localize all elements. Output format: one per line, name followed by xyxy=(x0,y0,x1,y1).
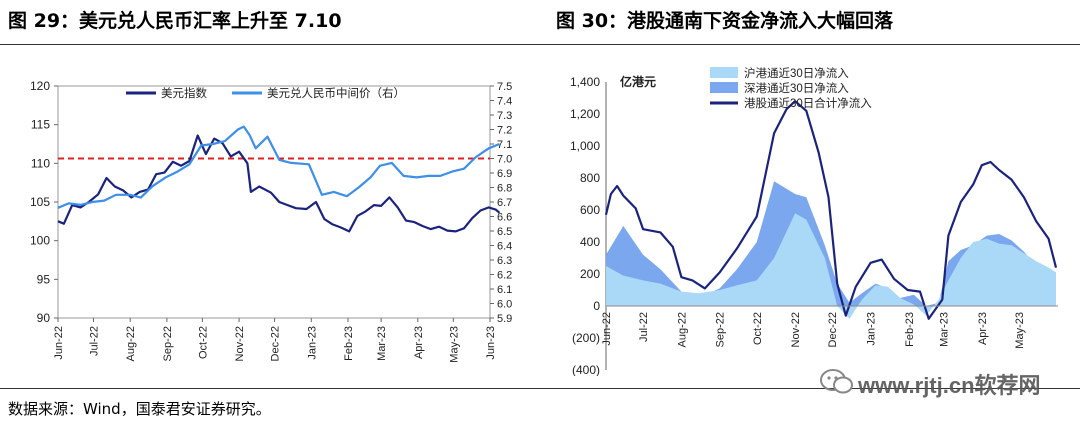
y-right-tick-label: 6.9 xyxy=(497,168,512,180)
y-right-tick-label: 7.2 xyxy=(497,125,512,137)
y-tick-label: 1,000 xyxy=(570,139,600,153)
x-tick-label: Dec-22 xyxy=(270,326,282,361)
series-line-1 xyxy=(57,125,500,209)
y-right-tick-label: 7.4 xyxy=(497,96,512,108)
plot-frame xyxy=(57,85,491,319)
x-tick-label: Jun-22 xyxy=(601,312,613,346)
x-tick-label: Jan-23 xyxy=(306,326,318,360)
y-tick-label: 200 xyxy=(580,267,600,281)
y-left-tick-label: 110 xyxy=(31,156,50,170)
y-right-tick-label: 6.2 xyxy=(497,270,512,282)
y-left-tick-label: 115 xyxy=(31,118,50,132)
y-tick-label: 0 xyxy=(593,299,600,313)
y-tick-label: 600 xyxy=(580,203,600,217)
x-tick-label: Apr-23 xyxy=(413,326,425,359)
x-tick-label: Oct-22 xyxy=(752,312,764,345)
legend-label-0: 美元指数 xyxy=(161,86,207,100)
watermark-text: www.rjtj.cn软荐网 xyxy=(858,373,1041,398)
x-tick-label: Jun-23 xyxy=(485,326,497,360)
y-right-tick-label: 5.9 xyxy=(497,313,512,325)
x-tick-label: Sep-22 xyxy=(162,326,174,361)
x-tick-label: Apr-23 xyxy=(977,312,989,345)
x-tick-label: Mar-23 xyxy=(376,326,388,361)
x-tick-label: Feb-23 xyxy=(904,312,916,347)
left-chart-title: 图 29：美元兑人民币汇率上升至 7.10 xyxy=(8,10,342,32)
y-right-tick-label: 7.3 xyxy=(497,110,512,122)
legend-label-0: 沪港通近30日净流入 xyxy=(744,66,849,80)
x-tick-label: Nov-22 xyxy=(234,326,246,361)
y-right-tick-label: 6.5 xyxy=(497,226,512,238)
x-tick-label: Jul-22 xyxy=(638,312,650,342)
y-right-tick-label: 6.4 xyxy=(497,241,512,253)
y-tick-label: 800 xyxy=(580,171,600,185)
y-right-tick-label: 7.0 xyxy=(497,154,512,166)
y-right-tick-label: 7.1 xyxy=(497,139,512,151)
y-left-tick-label: 95 xyxy=(37,272,51,286)
x-tick-label: May-23 xyxy=(1014,312,1026,349)
x-tick-label: Sep-22 xyxy=(715,312,727,347)
y-right-tick-label: 6.8 xyxy=(497,183,512,195)
legend-label-1: 美元兑人民币中间价（右） xyxy=(267,86,405,100)
x-tick-label: Jan-23 xyxy=(866,312,878,346)
x-tick-label: Aug-22 xyxy=(125,326,137,361)
usd-cny-chart: 90 95 100 105 110 115 120 5.9 6.0 6.1 6.2 6.3 6.4 6.5… xyxy=(30,79,512,363)
legend-label-1: 深港通近30日净流入 xyxy=(744,81,849,95)
y-tick-label: 1,200 xyxy=(570,107,600,121)
right-chart-title: 图 30：港股通南下资金净流入大幅回落 xyxy=(556,10,894,32)
y-tick-label: 1,400 xyxy=(570,75,600,89)
x-tick-label: Jun-22 xyxy=(53,326,65,360)
bottom-divider xyxy=(0,388,1080,389)
y-left-tick-label: 90 xyxy=(37,311,51,325)
x-tick-label: Mar-23 xyxy=(939,312,951,347)
y-left-tick-label: 105 xyxy=(30,195,50,209)
y-right-tick-label: 6.3 xyxy=(497,255,512,267)
y-right-tick-label: 6.0 xyxy=(497,299,512,311)
y-left-tick-label: 100 xyxy=(30,234,50,248)
y-tick-label: (400) xyxy=(572,363,600,376)
series-line-2 xyxy=(604,100,1058,320)
legend-swatch-0 xyxy=(710,67,738,78)
y-tick-label: (200) xyxy=(572,331,600,345)
wechat-logo-icon xyxy=(820,369,853,394)
legend-label-2: 港股通近30日合计净流入 xyxy=(744,96,872,110)
y-right-tick-label: 7.5 xyxy=(497,81,512,93)
y-right-tick-label: 6.7 xyxy=(497,197,512,209)
legend-swatch-1 xyxy=(710,82,738,93)
top-divider xyxy=(0,44,1080,45)
x-tick-label: Jul-22 xyxy=(89,326,101,356)
x-tick-label: Nov-22 xyxy=(790,312,802,347)
series-line-0 xyxy=(57,134,501,233)
x-tick-label: Aug-22 xyxy=(676,312,688,347)
y-left-tick-label: 120 xyxy=(30,79,50,93)
southbound-flow-chart: (400) (200) 0 200 400 600 800 1,000 1,200 1,400 Ju… xyxy=(570,66,1058,376)
x-tick-label: Dec-22 xyxy=(827,312,839,347)
unit-label: 亿港元 xyxy=(620,74,656,89)
y-right-tick-label: 6.1 xyxy=(497,284,512,296)
y-tick-label: 400 xyxy=(580,235,600,249)
source-note: 数据来源：Wind，国泰君安证券研究。 xyxy=(8,400,271,418)
x-tick-label: May-23 xyxy=(448,326,460,363)
x-tick-label: Feb-23 xyxy=(343,326,355,361)
x-tick-label: Oct-22 xyxy=(197,326,209,359)
y-right-tick-label: 6.6 xyxy=(497,212,512,224)
